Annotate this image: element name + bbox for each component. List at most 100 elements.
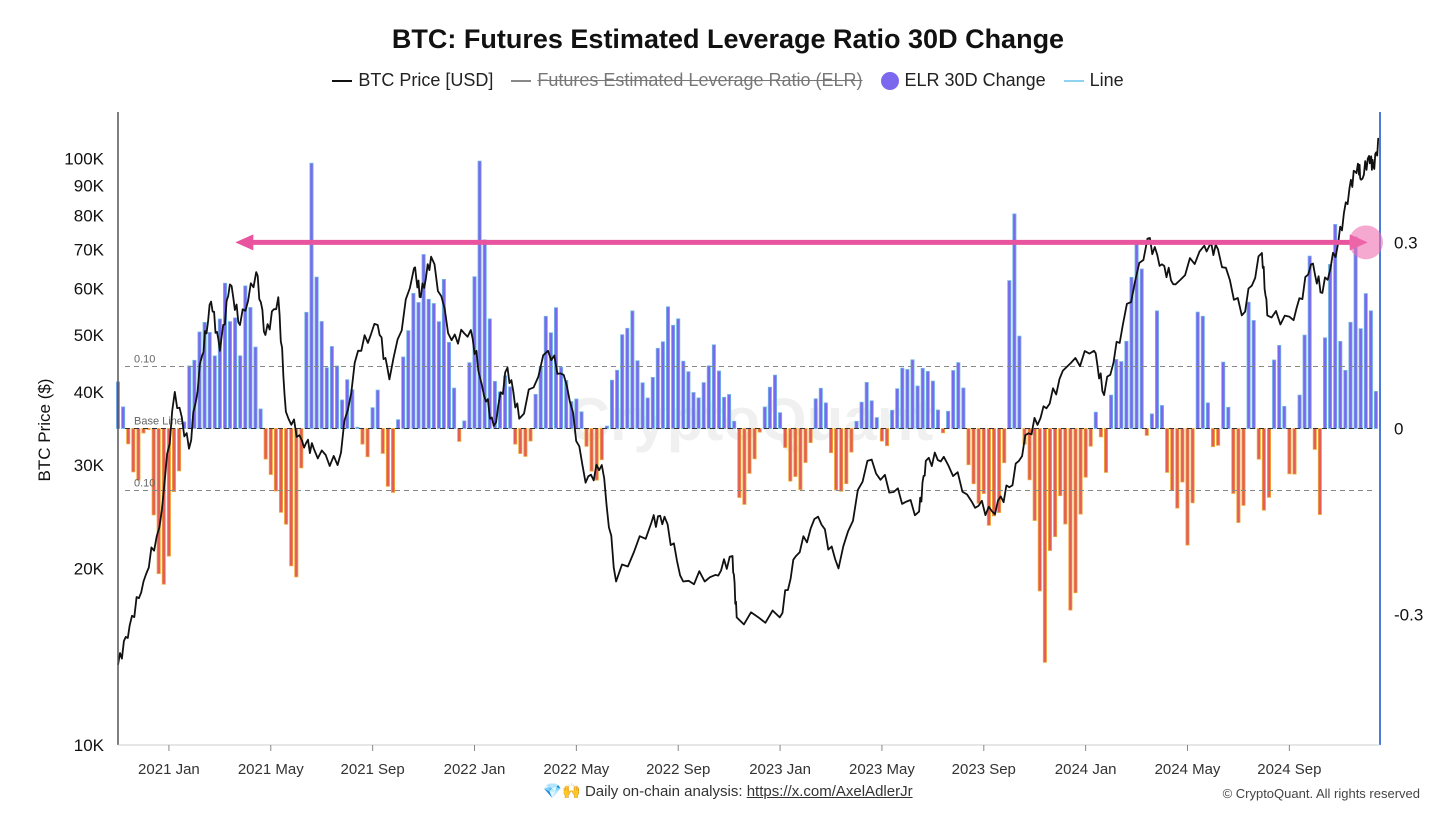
elr-bar	[401, 356, 406, 429]
legend-item-line[interactable]: Line	[1063, 70, 1124, 91]
elr-bar	[579, 411, 584, 429]
elr-bar	[630, 310, 635, 429]
y-left-tick-label: 60K	[74, 280, 105, 299]
elr-bar	[1368, 310, 1373, 429]
elr-bar	[885, 428, 890, 447]
chart-axes: 10K 20K 30K 40K 50K 60K 70K 80K 90K 100K 0.3 0 -0.3 2…	[64, 112, 1423, 778]
x-tick-label: 2023 Jan	[749, 761, 811, 778]
elr-bar	[1317, 428, 1322, 515]
x-tick-label: 2022 Jan	[444, 761, 506, 778]
elr-bar	[548, 332, 553, 429]
elr-bar	[941, 428, 946, 434]
elr-bar	[1211, 428, 1216, 448]
elr-bar	[192, 359, 197, 429]
elr-bar	[1236, 428, 1241, 523]
elr-bar	[803, 428, 808, 463]
annotation-marker-circle	[1349, 225, 1383, 260]
footer-emoji: 💎🙌	[543, 783, 581, 800]
elr-bar	[533, 393, 538, 429]
elr-bar	[793, 428, 798, 477]
elr-bar	[1256, 428, 1261, 460]
elr-bar	[1323, 337, 1328, 429]
elr-bar	[1073, 428, 1078, 594]
elr-bar	[1190, 428, 1195, 504]
btc-price-series	[117, 137, 1381, 665]
elr-bar	[1083, 428, 1088, 478]
elr-bar	[808, 428, 813, 444]
elr-bar	[1216, 428, 1221, 446]
elr-bar	[248, 307, 253, 429]
elr-bar	[1170, 428, 1175, 491]
elr-bar	[1109, 394, 1114, 429]
legend-item-btc-price[interactable]: BTC Price [USD]	[332, 70, 493, 91]
elr-bar	[676, 318, 681, 429]
x-tick-label: 2023 May	[849, 761, 915, 778]
elr-bar	[986, 428, 991, 526]
elr-bar	[574, 398, 579, 429]
elr-bar	[925, 370, 930, 429]
elr-bar	[1088, 428, 1093, 447]
legend-label-elr: Futures Estimated Leverage Ratio (ELR)	[537, 70, 863, 90]
y-left-tick-label: 70K	[74, 240, 105, 259]
elr-bar	[681, 360, 686, 429]
footer: 💎🙌 Daily on-chain analysis: https://x.co…	[0, 782, 1456, 800]
footer-link[interactable]: https://x.com/AxelAdlerJr	[746, 783, 913, 800]
elr-bar	[1328, 263, 1333, 429]
elr-bar	[268, 428, 273, 475]
x-tick-label: 2021 May	[238, 761, 304, 778]
elr-bar	[523, 428, 528, 457]
y-left-tick-label: 10K	[74, 736, 105, 755]
elr-bar	[177, 428, 182, 472]
elr-bar	[854, 420, 859, 429]
elr-bar	[640, 382, 645, 429]
elr-bar	[900, 367, 905, 429]
elr-bar	[1078, 428, 1083, 515]
elr-bar	[1241, 428, 1246, 506]
elr-bar	[1119, 361, 1124, 429]
elr-bar	[798, 428, 803, 490]
elr-bar	[971, 428, 976, 485]
elr-bar	[1302, 334, 1307, 429]
y-left-tick-label: 90K	[74, 176, 105, 195]
x-tick-label: 2024 Jan	[1055, 761, 1117, 778]
elr-bar	[309, 162, 314, 429]
legend-label-elr-30d-change: ELR 30D Change	[904, 70, 1046, 90]
elr-bar	[1175, 428, 1180, 509]
elr-bar	[701, 382, 706, 429]
elr-bar	[324, 367, 329, 429]
legend-item-elr-30d-change[interactable]: ELR 30D Change	[880, 70, 1046, 91]
elr-bar	[1363, 293, 1368, 429]
elr-bar	[121, 406, 126, 429]
reference-lines: 0.10 Base Line 0.10	[125, 353, 1372, 492]
elr-bar	[1160, 405, 1165, 429]
elr-bar	[370, 407, 375, 429]
elr-bar	[620, 334, 625, 429]
elr-bar	[864, 381, 869, 429]
legend-label-btc-price: BTC Price [USD]	[358, 70, 494, 90]
elr-bar	[1343, 369, 1348, 429]
elr-bar	[273, 428, 278, 492]
elr-bar	[508, 386, 513, 429]
elr-bar	[360, 428, 365, 445]
elr-bar	[1032, 428, 1037, 521]
elr-bar	[1231, 428, 1236, 494]
elr-bar	[660, 341, 665, 429]
elr-bar	[1292, 428, 1297, 475]
elr-bar	[1195, 311, 1200, 429]
legend-item-elr[interactable]: Futures Estimated Leverage Ratio (ELR)	[511, 70, 863, 91]
y-left-tick-label: 50K	[74, 326, 105, 345]
elr-bar	[584, 428, 589, 447]
copyright: © CryptoQuant. All rights reserved	[1222, 786, 1420, 801]
elr-bar	[278, 428, 283, 513]
elr-bar	[513, 428, 518, 445]
elr-bar	[671, 324, 676, 429]
elr-bar	[1261, 428, 1266, 511]
chart-title: BTC: Futures Estimated Leverage Ratio 30…	[391, 24, 1065, 54]
y-left-tick-label: 80K	[74, 206, 105, 225]
y-left-tick-label: 30K	[74, 456, 105, 475]
elr-bar	[156, 428, 161, 575]
elr-bar	[304, 311, 309, 429]
x-tick-label: 2023 Sep	[952, 761, 1016, 778]
elr-bar	[834, 428, 839, 491]
elr-bar	[691, 392, 696, 429]
